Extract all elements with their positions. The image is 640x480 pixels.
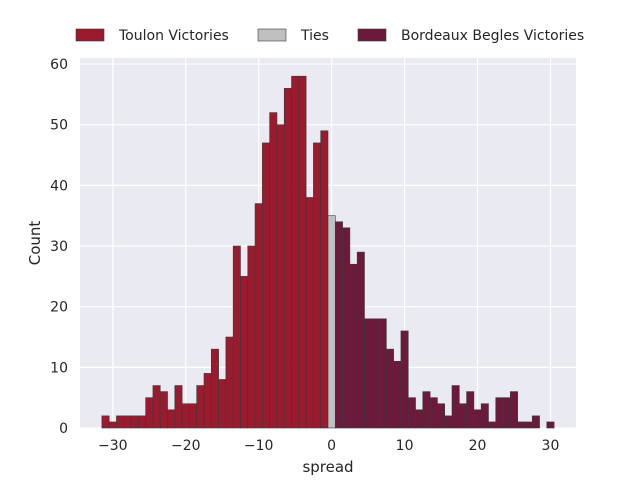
y-tick-labels: 0 10 20 30 40 50 60: [50, 57, 68, 437]
legend-swatch: [357, 28, 387, 42]
bar: [371, 318, 380, 429]
y-tick-label: 10: [50, 360, 68, 376]
bar: [174, 385, 183, 429]
bar: [480, 403, 489, 429]
legend-label: Bordeaux Begles Victories: [401, 28, 584, 44]
bar: [437, 403, 446, 429]
bar: [130, 415, 139, 429]
bar: [101, 415, 110, 429]
x-axis-label: spread: [302, 458, 353, 476]
bar: [240, 276, 249, 429]
bar: [254, 203, 263, 429]
x-tick-label: 30: [542, 438, 560, 454]
bar: [495, 397, 504, 429]
bar: [225, 336, 234, 429]
bar: [298, 75, 307, 429]
bar: [458, 403, 467, 429]
bar: [466, 391, 475, 429]
bar: [378, 318, 387, 429]
bar: [291, 75, 300, 429]
bar: [386, 348, 394, 429]
bar: [159, 391, 168, 429]
x-tick-label: 0: [327, 438, 336, 454]
bar: [407, 397, 416, 429]
x-tick-label: −20: [171, 438, 201, 454]
bars: [101, 75, 555, 429]
bar: [342, 227, 351, 429]
legend-swatch: [257, 28, 287, 42]
bar: [393, 360, 402, 429]
bar: [313, 142, 322, 429]
bar: [196, 385, 205, 429]
bar: [546, 421, 555, 429]
legend-label: Toulon Victories: [118, 28, 229, 44]
legend-label: Ties: [300, 28, 329, 44]
bar: [203, 373, 212, 429]
bar: [247, 245, 256, 429]
bar: [451, 385, 460, 429]
bar: [269, 112, 278, 429]
bar: [524, 421, 533, 429]
bar: [232, 245, 241, 429]
x-tick-label: 20: [469, 438, 487, 454]
bar: [517, 421, 526, 429]
bar: [145, 397, 154, 429]
bar: [320, 130, 329, 429]
y-tick-label: 50: [50, 118, 68, 134]
bar: [210, 348, 219, 429]
bar: [108, 421, 117, 429]
bar: [305, 197, 314, 429]
bar: [444, 415, 453, 429]
y-tick-label: 40: [50, 178, 68, 194]
bar: [327, 215, 336, 429]
bar: [167, 409, 176, 429]
bar: [189, 403, 198, 429]
bar: [422, 391, 431, 429]
bar: [123, 415, 132, 429]
bar: [276, 124, 285, 429]
y-tick-label: 60: [50, 57, 68, 73]
bar: [356, 251, 365, 429]
bar: [283, 88, 292, 429]
x-tick-labels: −30 −20 −10 0 10 20 30: [98, 438, 559, 454]
bar: [349, 263, 358, 429]
legend: Toulon Victories Ties Bordeaux Begles Vict…: [75, 28, 584, 44]
y-tick-label: 30: [50, 239, 68, 255]
bar: [364, 318, 373, 429]
bar: [429, 397, 438, 429]
bar: [138, 415, 146, 429]
bar: [152, 385, 161, 429]
bar: [400, 330, 409, 429]
bar: [116, 415, 125, 429]
bar: [488, 421, 497, 429]
legend-swatch: [75, 28, 105, 42]
x-tick-label: −30: [98, 438, 128, 454]
bar: [262, 142, 270, 429]
x-tick-label: −10: [244, 438, 274, 454]
bar: [415, 409, 424, 429]
bar: [531, 415, 540, 429]
bar: [510, 391, 518, 429]
bar: [218, 379, 227, 429]
x-tick-label: 10: [396, 438, 414, 454]
bar: [473, 409, 482, 429]
bar: [181, 403, 190, 429]
y-tick-label: 20: [50, 300, 68, 316]
bar: [502, 397, 511, 429]
y-axis-label: Count: [26, 221, 44, 266]
bar: [334, 221, 343, 429]
y-tick-label: 0: [59, 421, 68, 437]
